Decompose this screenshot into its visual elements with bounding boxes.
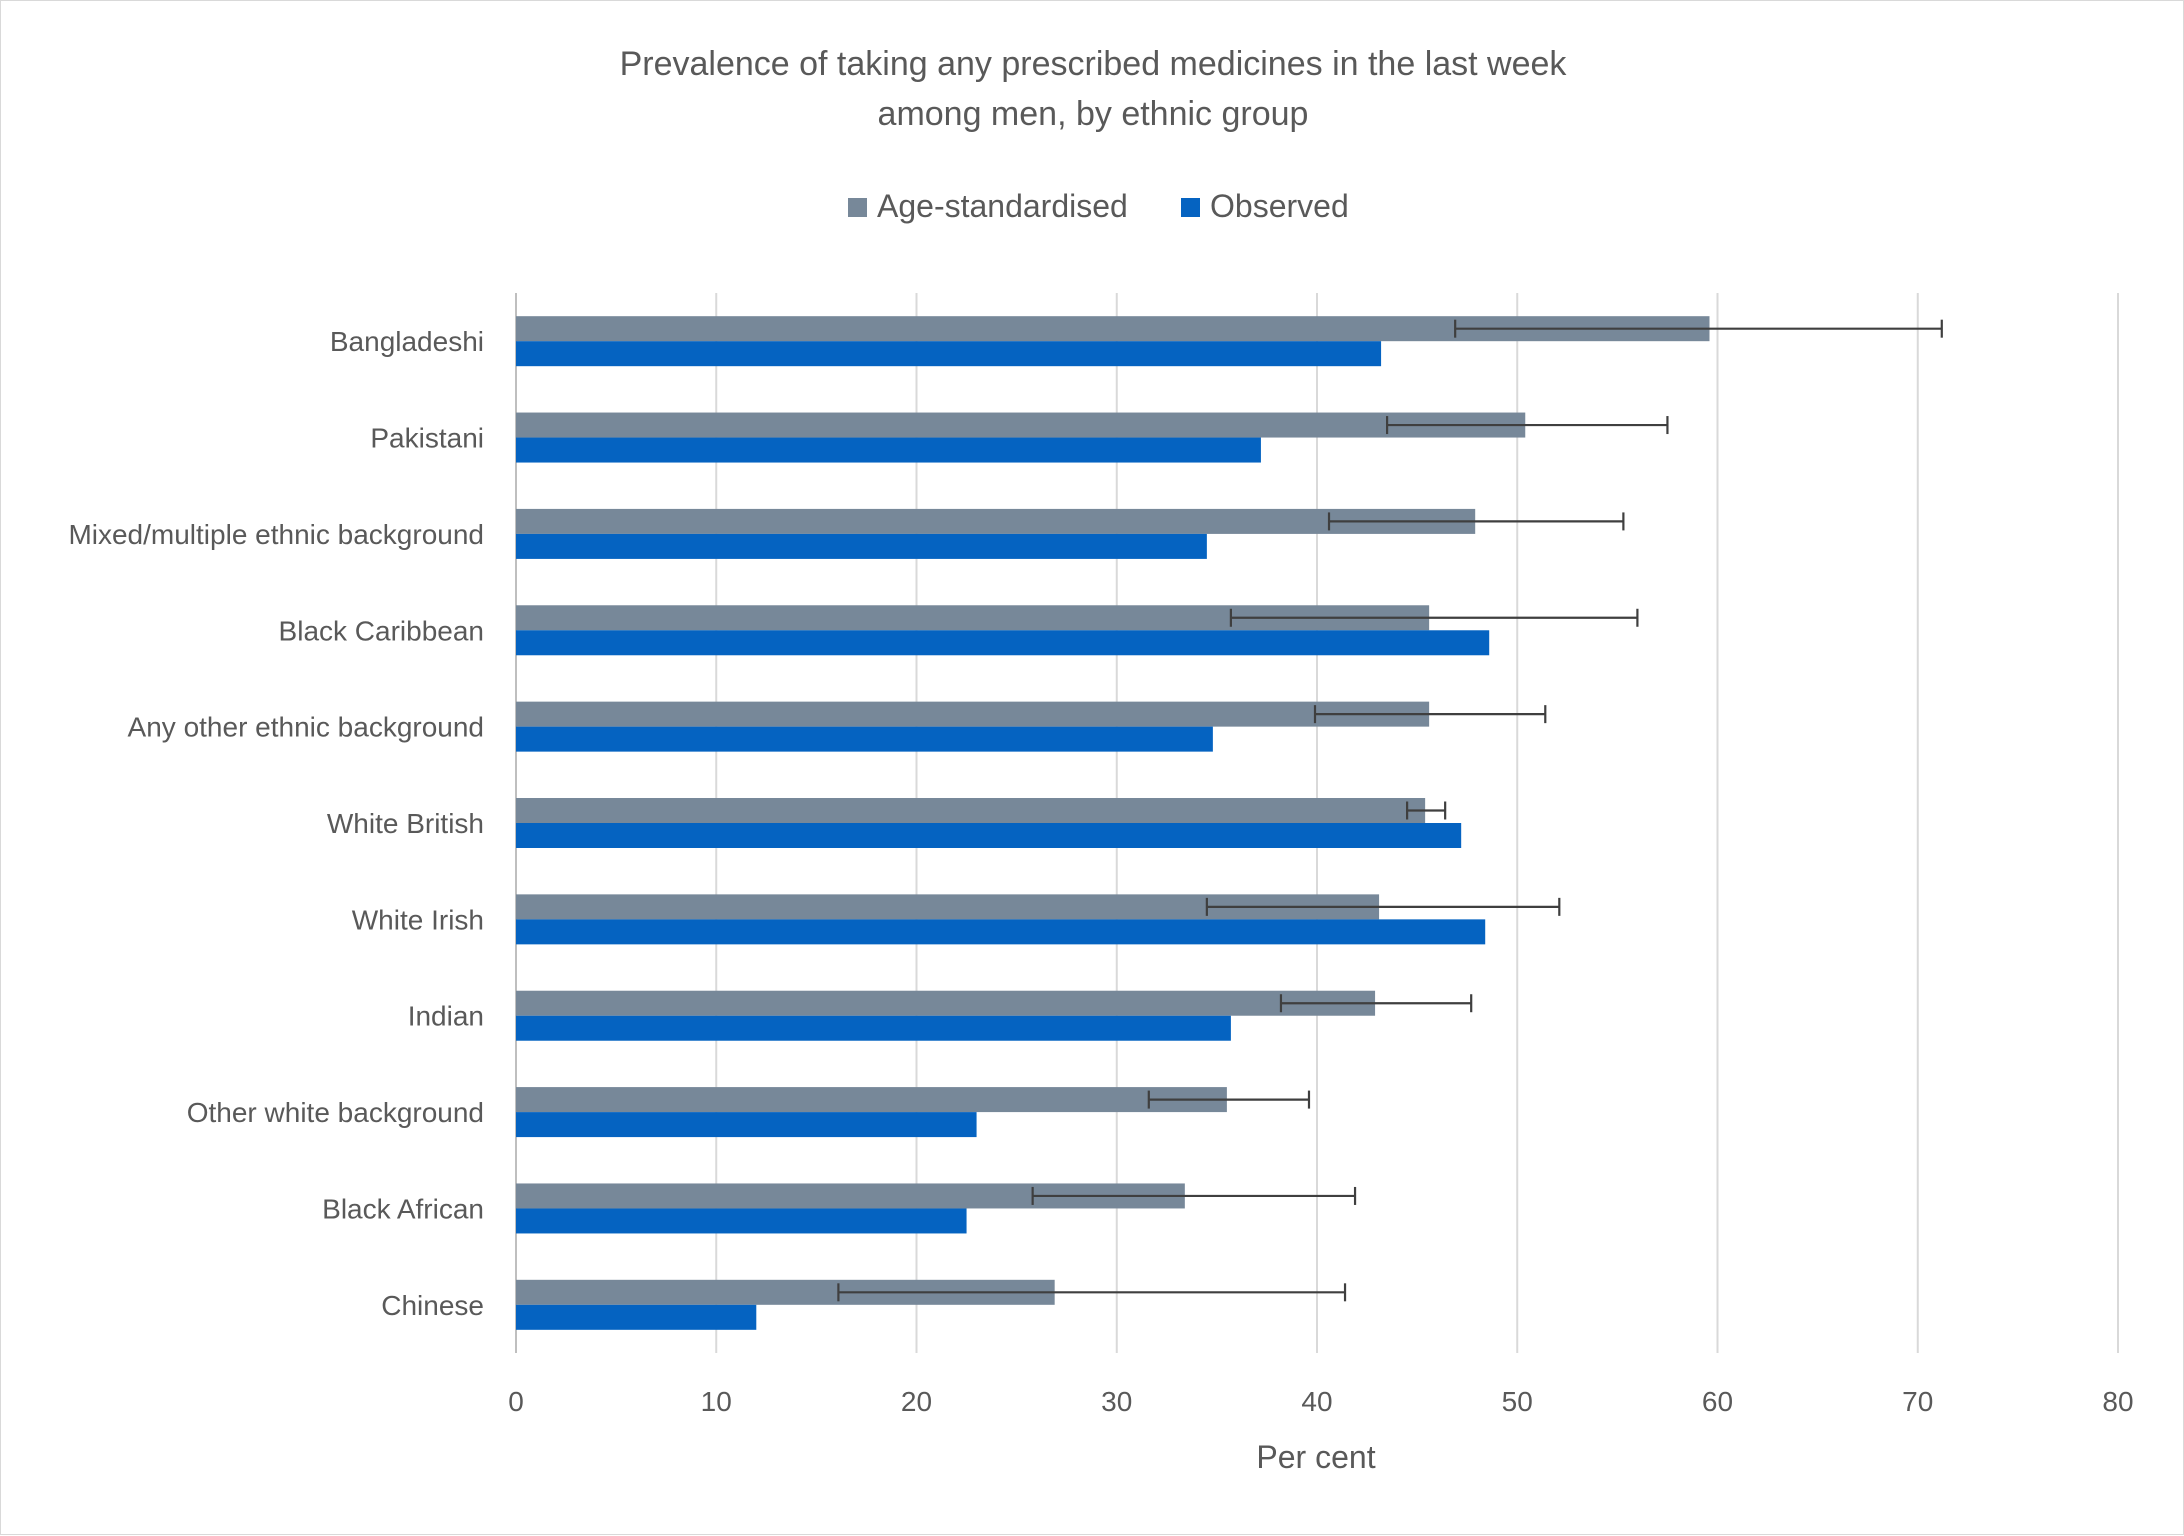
bar-age-standardised-mixed-multiple-ethnic-background [516,508,1476,534]
category-labels: Bangladeshi Pakistani Mixed/multiple ethni… [68,326,484,1321]
x-tick-label-30: 30 [1101,1386,1132,1417]
legend-swatch-observed [1181,198,1200,217]
x-tick-label-70: 70 [1902,1386,1933,1417]
bar-age-standardised-pakistani [516,412,1526,438]
legend-label-observed: Observed [1210,188,1349,224]
bar-observed-pakistani [516,437,1261,463]
bar-observed-bangladeshi [516,341,1382,367]
bar-observed-black-african [516,1208,967,1234]
category-label-pakistani: Pakistani [370,423,484,454]
bar-age-standardised-any-other-ethnic-background [516,701,1430,727]
category-label-black-caribbean: Black Caribbean [279,615,484,646]
x-tick-label-40: 40 [1301,1386,1332,1417]
x-tick-labels: 0 10 20 30 40 50 60 70 80 [508,1386,2133,1417]
error-bars [837,319,1943,1302]
x-tick-label-0: 0 [508,1386,524,1417]
x-tick-label-20: 20 [901,1386,932,1417]
chart-title-line-1: Prevalence of taking any prescribed medi… [620,45,1568,83]
x-tick-label-50: 50 [1502,1386,1533,1417]
chart-title-line-2: among men, by ethnic group [878,95,1309,133]
bar-observed-mixed-multiple-ethnic-background [516,533,1207,559]
bars [516,316,1710,1330]
legend: Age-standardised Observed [848,188,1349,224]
bar-age-standardised-other-white-background [516,1087,1227,1113]
bar-observed-any-other-ethnic-background [516,726,1213,752]
category-label-mixed-multiple-ethnic-background: Mixed/multiple ethnic background [68,519,484,550]
x-tick-label-80: 80 [2102,1386,2133,1417]
category-label-chinese: Chinese [381,1290,484,1321]
category-label-other-white-background: Other white background [187,1097,484,1128]
legend-label-age-standardised: Age-standardised [877,188,1128,224]
bar-observed-black-caribbean [516,630,1490,656]
category-label-white-british: White British [327,808,484,839]
bar-observed-other-white-background [516,1112,977,1138]
bar-observed-chinese [516,1304,757,1330]
bar-observed-white-british [516,823,1462,848]
x-tick-label-60: 60 [1702,1386,1733,1417]
category-label-indian: Indian [408,1001,484,1032]
x-axis-title: Per cent [1256,1439,1375,1475]
category-label-bangladeshi: Bangladeshi [330,326,484,357]
x-tick-label-10: 10 [701,1386,732,1417]
bar-age-standardised-indian [516,990,1376,1016]
bar-observed-indian [516,1015,1231,1041]
category-label-white-irish: White Irish [352,904,484,935]
category-label-any-other-ethnic-background: Any other ethnic background [128,712,484,743]
bar-age-standardised-white-british [516,798,1426,823]
bar-observed-white-irish [516,919,1486,945]
category-label-black-african: Black African [322,1193,484,1224]
legend-swatch-age-standardised [848,198,867,217]
